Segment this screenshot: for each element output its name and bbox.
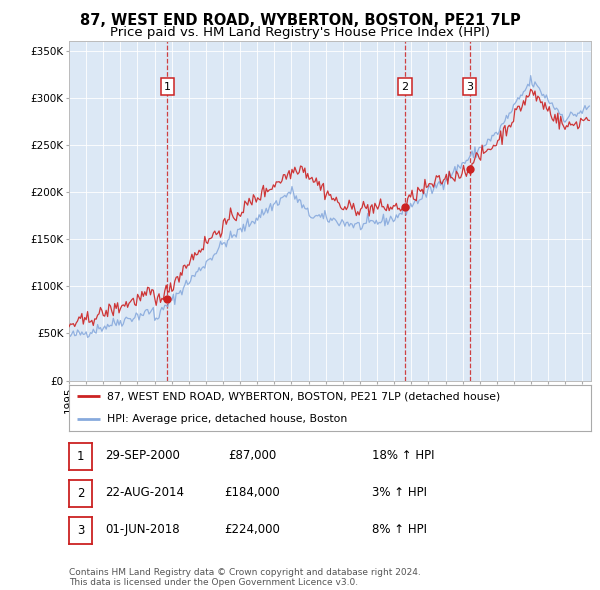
Text: 87, WEST END ROAD, WYBERTON, BOSTON, PE21 7LP: 87, WEST END ROAD, WYBERTON, BOSTON, PE2… bbox=[80, 13, 520, 28]
Text: 1: 1 bbox=[77, 450, 84, 463]
Text: 2: 2 bbox=[77, 487, 84, 500]
Text: HPI: Average price, detached house, Boston: HPI: Average price, detached house, Bost… bbox=[107, 414, 347, 424]
Text: 01-JUN-2018: 01-JUN-2018 bbox=[105, 523, 179, 536]
Text: 2: 2 bbox=[401, 81, 409, 91]
Text: £87,000: £87,000 bbox=[228, 449, 276, 462]
Text: 3% ↑ HPI: 3% ↑ HPI bbox=[372, 486, 427, 499]
Text: 18% ↑ HPI: 18% ↑ HPI bbox=[372, 449, 434, 462]
Text: 3: 3 bbox=[466, 81, 473, 91]
Text: 8% ↑ HPI: 8% ↑ HPI bbox=[372, 523, 427, 536]
Text: Contains HM Land Registry data © Crown copyright and database right 2024.: Contains HM Land Registry data © Crown c… bbox=[69, 568, 421, 577]
Text: This data is licensed under the Open Government Licence v3.0.: This data is licensed under the Open Gov… bbox=[69, 578, 358, 587]
Text: £224,000: £224,000 bbox=[224, 523, 280, 536]
Text: £184,000: £184,000 bbox=[224, 486, 280, 499]
Text: 3: 3 bbox=[77, 524, 84, 537]
Text: 87, WEST END ROAD, WYBERTON, BOSTON, PE21 7LP (detached house): 87, WEST END ROAD, WYBERTON, BOSTON, PE2… bbox=[107, 391, 500, 401]
Text: 22-AUG-2014: 22-AUG-2014 bbox=[105, 486, 184, 499]
Text: 1: 1 bbox=[164, 81, 171, 91]
Text: Price paid vs. HM Land Registry's House Price Index (HPI): Price paid vs. HM Land Registry's House … bbox=[110, 26, 490, 39]
Text: 29-SEP-2000: 29-SEP-2000 bbox=[105, 449, 180, 462]
